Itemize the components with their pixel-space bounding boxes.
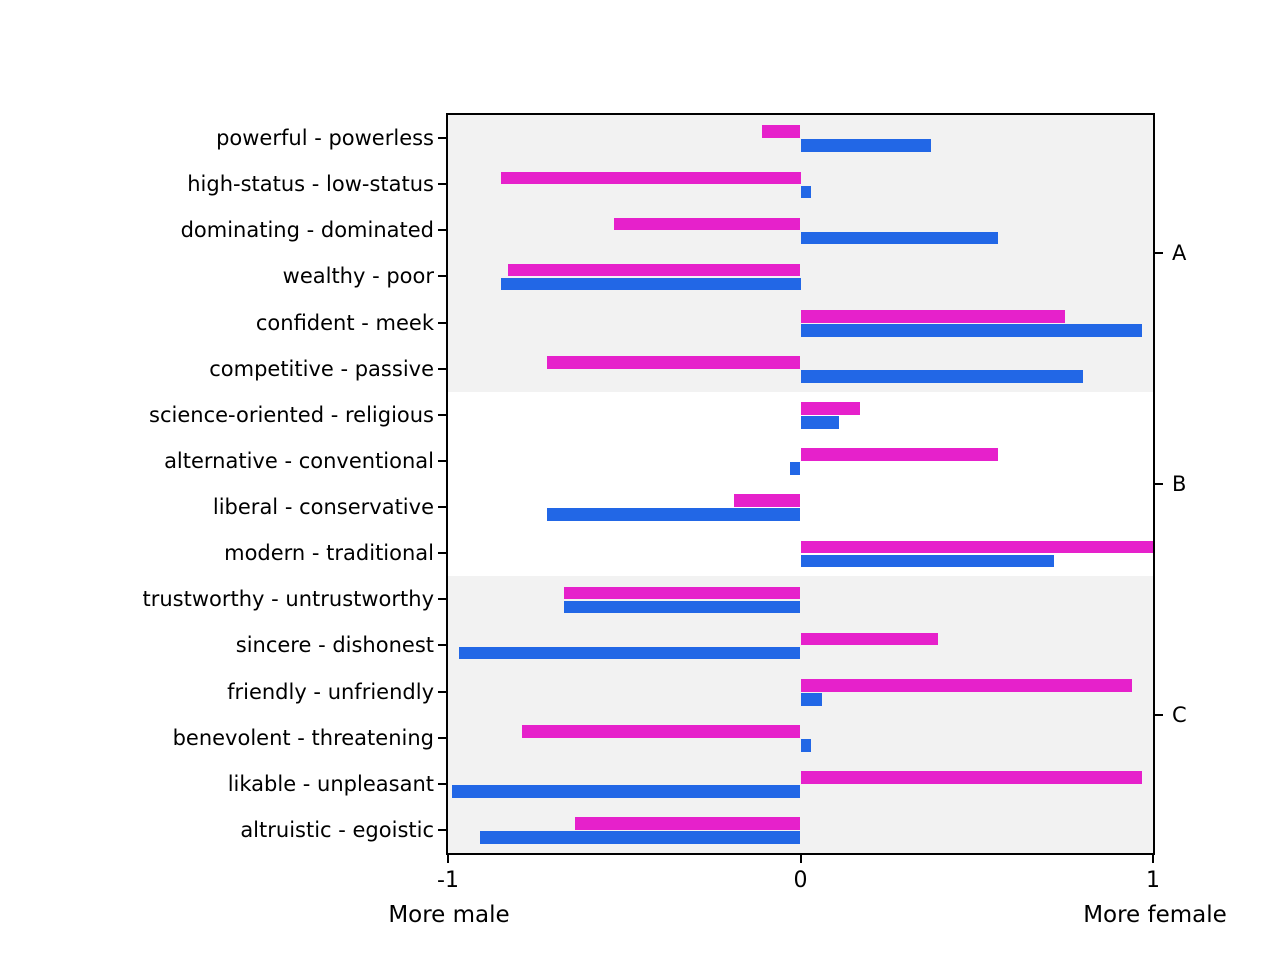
bar-blue-series-row-4 [800, 323, 1143, 337]
bar-magenta-series-row-5 [546, 356, 801, 369]
bar-magenta-series-row-3 [507, 263, 801, 277]
bar-magenta-series-row-0 [761, 125, 801, 139]
y-tick [438, 229, 446, 232]
x-tick-label: -1 [437, 868, 459, 893]
y-tick-label: benevolent - threatening [172, 725, 434, 750]
bar-blue-series-row-7 [789, 462, 801, 475]
y-tick [438, 506, 446, 509]
y-tick-label: friendly - unfriendly [227, 679, 434, 704]
bar-magenta-series-row-2 [613, 217, 801, 231]
y-tick-label: liberal - conservative [212, 495, 434, 520]
group-band-c [448, 576, 1153, 853]
bar-blue-series-row-11 [458, 646, 801, 660]
y-tick [438, 828, 446, 831]
bar-magenta-series-row-9 [800, 540, 1153, 554]
y-tick [438, 183, 446, 186]
bar-magenta-series-row-7 [800, 448, 998, 461]
plot-area [446, 113, 1155, 855]
bar-blue-series-row-1 [800, 185, 812, 199]
bar-blue-series-row-10 [564, 600, 801, 614]
x-tick [1152, 855, 1154, 863]
bar-magenta-series-row-12 [800, 678, 1132, 692]
bar-magenta-series-row-13 [522, 725, 801, 738]
bar-magenta-series-row-15 [574, 817, 801, 830]
y-tick-label: confident - meek [255, 310, 434, 335]
y-tick [438, 598, 446, 601]
x-tick [447, 855, 449, 863]
y-tick-label: likable - unpleasant [227, 771, 434, 796]
bar-blue-series-row-5 [800, 370, 1083, 383]
bar-magenta-series-row-14 [800, 771, 1143, 784]
bar-blue-series-row-13 [800, 739, 812, 752]
y-tick-label: wealthy - poor [282, 264, 434, 289]
y-tick [438, 782, 446, 785]
y-tick-label: competitive - passive [209, 356, 434, 381]
y-tick-label: altruistic - egoistic [240, 817, 434, 842]
bar-blue-series-row-3 [500, 277, 801, 291]
y-tick [438, 644, 446, 647]
x-tick-label: 0 [793, 868, 808, 893]
group-label-b: B [1172, 472, 1187, 496]
y-tick-label: powerful - powerless [216, 126, 434, 151]
y-tick [438, 736, 446, 739]
y-tick [438, 321, 446, 324]
y-tick-label: high-status - low-status [187, 172, 434, 197]
bar-blue-series-row-6 [800, 416, 840, 429]
bar-magenta-series-row-1 [500, 171, 801, 185]
y-tick-label: alternative - conventional [164, 448, 434, 473]
group-label-a: A [1172, 241, 1187, 266]
bar-blue-series-row-15 [479, 831, 801, 844]
bar-magenta-series-row-6 [800, 402, 861, 415]
bar-blue-series-row-0 [800, 139, 931, 153]
x-axis-caption-left: More male [388, 902, 510, 928]
y-tick [438, 367, 446, 370]
group-tick-c [1155, 713, 1163, 716]
bar-blue-series-row-2 [800, 231, 998, 245]
y-tick-label: trustworthy - untrustworthy [142, 587, 434, 612]
group-label-c: C [1172, 702, 1187, 727]
group-band-a [448, 115, 1153, 392]
group-tick-a [1155, 252, 1163, 255]
y-tick [438, 137, 446, 140]
y-tick [438, 413, 446, 416]
y-tick-label: dominating - dominated [180, 218, 434, 243]
bar-magenta-series-row-11 [800, 632, 938, 646]
bar-magenta-series-row-4 [800, 309, 1065, 323]
bar-blue-series-row-9 [800, 554, 1055, 568]
bar-blue-series-row-14 [451, 785, 801, 798]
x-tick-label: 1 [1146, 868, 1160, 893]
bar-blue-series-row-8 [546, 508, 801, 522]
x-axis-caption-right: More female [1083, 902, 1227, 928]
bar-blue-series-row-12 [800, 692, 822, 706]
bar-magenta-series-row-10 [564, 586, 801, 600]
y-tick [438, 552, 446, 555]
y-tick-label: modern - traditional [224, 541, 434, 566]
y-tick [438, 459, 446, 462]
group-tick-b [1155, 483, 1163, 485]
y-tick-label: sincere - dishonest [235, 633, 434, 658]
bar-magenta-series-row-8 [733, 494, 801, 508]
y-tick [438, 275, 446, 278]
x-tick [799, 855, 802, 863]
y-tick [438, 690, 446, 693]
y-tick-label: science-oriented - religious [149, 402, 434, 427]
